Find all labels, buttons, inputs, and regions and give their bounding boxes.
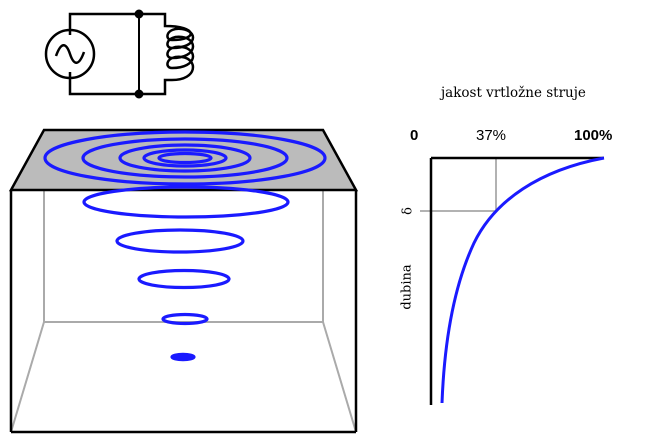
circuit-bottom-wire	[70, 72, 165, 94]
depth-eddy-ring-1	[84, 187, 288, 217]
depth-axis-label: dubina	[400, 264, 415, 310]
depth-eddy-ring-5	[172, 354, 194, 359]
depth-eddy-ring-3	[139, 271, 229, 288]
graph-title: jakost vrtložne struje	[439, 85, 586, 101]
depth-eddy-ring-4	[163, 315, 207, 324]
circuit-node-bottom	[136, 91, 142, 97]
graph-axes	[431, 158, 604, 405]
depth-eddy-ring-2	[117, 230, 243, 252]
delta-label: δ	[401, 207, 416, 215]
circuit-node-top	[136, 11, 142, 17]
tick-label-100: 100%	[574, 127, 612, 144]
front-edges	[11, 190, 356, 432]
conductive-block	[11, 130, 356, 432]
tick-label-zero: 0	[410, 127, 418, 144]
sine-wave-icon	[56, 45, 84, 63]
ac-circuit	[46, 11, 193, 97]
depth-graph: jakost vrtložne struje 0 37% 100% δ dubi…	[400, 85, 613, 405]
tick-label-37: 37%	[476, 127, 506, 144]
current-density-curve	[442, 158, 604, 403]
hidden-edges	[11, 190, 356, 432]
coil-icon	[165, 20, 193, 86]
circuit-top-wire	[70, 14, 165, 35]
